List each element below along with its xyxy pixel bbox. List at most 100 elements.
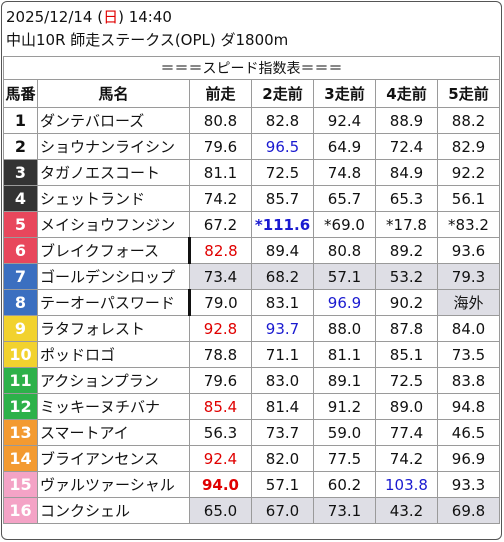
horse-name: ゴールデンシロップ — [37, 263, 190, 290]
speed-index-cell: 68.2 — [251, 263, 314, 290]
speed-index-cell: 65.7 — [313, 185, 376, 212]
speed-index-cell: 85.4 — [189, 393, 252, 420]
horse-number: 10 — [3, 341, 38, 368]
speed-index-cell: 96.5 — [251, 133, 314, 160]
speed-index-cell: 59.0 — [313, 419, 376, 446]
speed-index-cell: 72.5 — [375, 367, 438, 394]
speed-index-cell: 46.5 — [437, 419, 500, 446]
speed-index-cell: 83.0 — [251, 367, 314, 394]
horse-name: メイショウフンジン — [37, 211, 190, 238]
speed-index-cell: 74.8 — [313, 159, 376, 186]
horse-number: 9 — [3, 315, 38, 342]
table-row: 3 タガノエスコート 81.1 72.5 74.8 84.9 92.2 — [3, 159, 500, 186]
horse-number: 1 — [3, 107, 38, 134]
speed-index-cell: 82.0 — [251, 445, 314, 472]
header-row: 馬番 馬名 前走 2走前 3走前 4走前 5走前 — [3, 79, 500, 108]
speed-index-cell: 83.8 — [437, 367, 500, 394]
col-header-5-races-ago: 5走前 — [437, 79, 500, 108]
horse-number: 6 — [3, 237, 38, 264]
speed-index-cell: 77.5 — [313, 445, 376, 472]
speed-index-cell: 94.8 — [437, 393, 500, 420]
speed-index-cell: 65.0 — [189, 497, 252, 524]
horse-name: ミッキーヌチバナ — [37, 393, 190, 420]
horse-name: コンクシェル — [37, 497, 190, 524]
speed-index-cell: 103.8 — [375, 471, 438, 498]
table-row: 2 ショウナンライシン 79.6 96.5 64.9 72.4 82.9 — [3, 133, 500, 160]
horse-number: 12 — [3, 393, 38, 420]
table-row: 9 ラタフォレスト 92.8 93.7 88.0 87.8 84.0 — [3, 315, 500, 342]
horse-number: 13 — [3, 419, 38, 446]
speed-index-cell: 89.2 — [375, 237, 438, 264]
table-title: ＝＝＝スピード指数表＝＝＝ — [3, 56, 500, 80]
table-row: 11 アクションプラン 79.6 83.0 89.1 72.5 83.8 — [3, 367, 500, 394]
col-header-last-race: 前走 — [189, 79, 252, 108]
speed-index-cell: 91.2 — [313, 393, 376, 420]
horse-name: テーオーパスワード — [37, 289, 191, 316]
table-row: 7 ゴールデンシロップ 73.4 68.2 57.1 53.2 79.3 — [3, 263, 500, 290]
horse-number: 11 — [3, 367, 38, 394]
speed-index-cell: 92.2 — [437, 159, 500, 186]
speed-index-cell: 94.0 — [189, 471, 252, 498]
table-row: 5 メイショウフンジン 67.2 *111.6 *69.0 *17.8 *83.2 — [3, 211, 500, 238]
speed-index-cell: 82.8 — [251, 107, 314, 134]
speed-index-cell: 海外 — [437, 289, 500, 316]
speed-index-cell: *69.0 — [313, 211, 376, 238]
speed-index-cell: 79.3 — [437, 263, 500, 290]
horse-number: 15 — [3, 471, 38, 498]
speed-index-cell: 57.1 — [313, 263, 376, 290]
speed-index-cell: 67.0 — [251, 497, 314, 524]
table-row: 16 コンクシェル 65.0 67.0 73.1 43.2 69.8 — [3, 497, 500, 524]
speed-index-cell: 93.6 — [437, 237, 500, 264]
speed-index-cell: 80.8 — [313, 237, 376, 264]
col-header-2-races-ago: 2走前 — [251, 79, 314, 108]
speed-index-cell: 65.3 — [375, 185, 438, 212]
speed-index-cell: 64.9 — [313, 133, 376, 160]
table-row: 1 ダンテバローズ 80.8 82.8 92.4 88.9 88.2 — [3, 107, 500, 134]
horse-name: ポッドロゴ — [37, 341, 190, 368]
horse-number: 14 — [3, 445, 38, 472]
speed-index-cell: 56.1 — [437, 185, 500, 212]
speed-index-cell: 92.4 — [189, 445, 252, 472]
speed-index-cell: 88.9 — [375, 107, 438, 134]
race-title: 中山10R 師走ステークス(OPL) ダ1800m — [6, 31, 289, 49]
table-row: 6 ブレイクフォース 82.8 89.4 80.8 89.2 93.6 — [3, 237, 500, 264]
horse-name: ブライアンセンス — [37, 445, 190, 472]
speed-index-cell: 92.8 — [189, 315, 252, 342]
speed-index-cell: 56.3 — [189, 419, 252, 446]
speed-index-cell: 85.1 — [375, 341, 438, 368]
speed-index-cell: 79.0 — [189, 289, 252, 316]
speed-index-cell: 89.0 — [375, 393, 438, 420]
horse-name: ヴァルツァーシャル — [37, 471, 190, 498]
speed-index-cell: 73.5 — [437, 341, 500, 368]
speed-index-cell: 93.3 — [437, 471, 500, 498]
horse-number: 3 — [3, 159, 38, 186]
speed-index-cell: 71.1 — [251, 341, 314, 368]
speed-index-cell: 72.5 — [251, 159, 314, 186]
speed-index-cell: 60.2 — [313, 471, 376, 498]
speed-index-cell: 79.6 — [189, 133, 252, 160]
speed-index-cell: 73.7 — [251, 419, 314, 446]
speed-index-cell: 89.4 — [251, 237, 314, 264]
speed-index-cell: 74.2 — [375, 445, 438, 472]
horse-name: ラタフォレスト — [37, 315, 190, 342]
day-of-week: 日 — [103, 8, 119, 26]
speed-index-table: ＝＝＝スピード指数表＝＝＝ 馬番 馬名 前走 2走前 3走前 4走前 5走前 1… — [3, 56, 500, 524]
horse-name: ダンテバローズ — [37, 107, 190, 134]
speed-index-cell: 92.4 — [313, 107, 376, 134]
speed-index-cell: *17.8 — [375, 211, 438, 238]
speed-index-cell: 82.8 — [189, 237, 252, 264]
horse-number: 4 — [3, 185, 38, 212]
speed-index-cell: 89.1 — [313, 367, 376, 394]
col-header-number: 馬番 — [3, 79, 38, 108]
horse-name: ショウナンライシン — [37, 133, 190, 160]
speed-index-cell: 53.2 — [375, 263, 438, 290]
speed-index-cell: 93.7 — [251, 315, 314, 342]
speed-index-cell: 87.8 — [375, 315, 438, 342]
speed-index-cell: 84.9 — [375, 159, 438, 186]
table-row: 4 シェットランド 74.2 85.7 65.7 65.3 56.1 — [3, 185, 500, 212]
speed-index-cell: 43.2 — [375, 497, 438, 524]
speed-index-cell: 82.9 — [437, 133, 500, 160]
col-header-4-races-ago: 4走前 — [375, 79, 438, 108]
speed-index-cell: 78.8 — [189, 341, 252, 368]
